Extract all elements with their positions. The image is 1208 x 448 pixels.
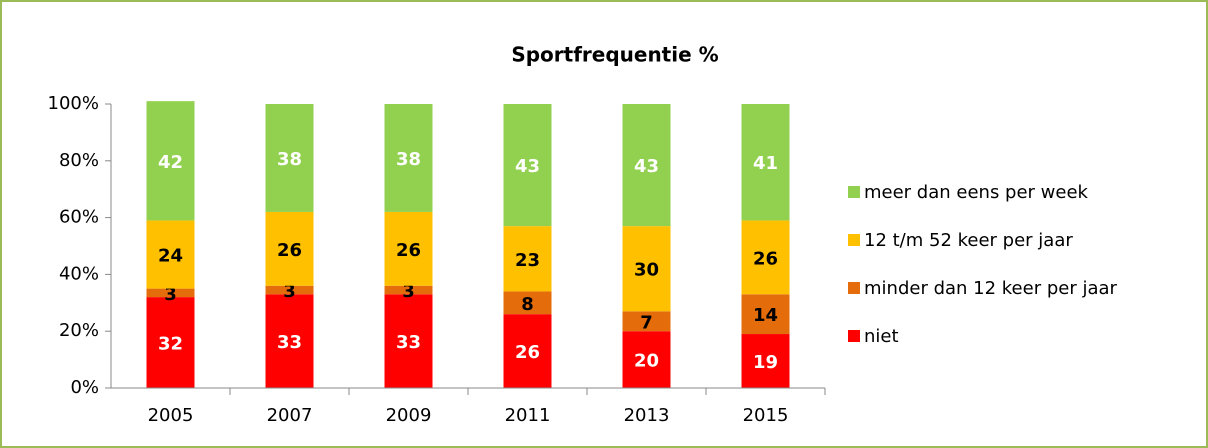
data-label: 3 bbox=[164, 284, 177, 305]
data-label: 26 bbox=[277, 240, 302, 261]
data-label: 32 bbox=[158, 334, 183, 355]
data-label: 26 bbox=[753, 248, 778, 269]
bar-segment bbox=[741, 220, 790, 295]
y-tick-label: 80% bbox=[59, 150, 99, 171]
x-tick-label: 2007 bbox=[267, 405, 313, 426]
data-label: 43 bbox=[515, 156, 540, 177]
legend-label: meer dan eens per week bbox=[864, 182, 1089, 203]
x-tick-label: 2005 bbox=[148, 405, 194, 426]
bar-segment bbox=[741, 104, 790, 221]
bar-segment bbox=[503, 314, 552, 388]
legend-swatch bbox=[848, 186, 860, 198]
legend-swatch bbox=[848, 282, 860, 294]
data-label: 3 bbox=[283, 281, 296, 302]
bar-segment bbox=[503, 104, 552, 227]
legend-label: niet bbox=[864, 326, 899, 347]
y-tick-label: 40% bbox=[59, 263, 99, 284]
y-tick-label: 60% bbox=[59, 207, 99, 228]
data-label: 30 bbox=[634, 260, 659, 281]
data-label: 38 bbox=[396, 149, 421, 170]
bar-segment bbox=[503, 291, 552, 315]
data-label: 23 bbox=[515, 250, 540, 271]
bar-segment bbox=[265, 104, 314, 212]
x-tick-label: 2013 bbox=[624, 405, 670, 426]
bar-segment bbox=[146, 101, 195, 221]
data-label: 33 bbox=[277, 332, 302, 353]
data-label: 3 bbox=[402, 281, 415, 302]
x-tick-label: 2009 bbox=[386, 405, 432, 426]
data-label: 24 bbox=[158, 246, 183, 267]
legend-swatch bbox=[848, 330, 860, 342]
data-label: 41 bbox=[753, 153, 778, 174]
bar-segment bbox=[384, 104, 433, 212]
data-label: 19 bbox=[753, 352, 778, 373]
bar-segment bbox=[622, 104, 671, 227]
bar-segment bbox=[622, 311, 671, 332]
bar-segment bbox=[503, 226, 552, 292]
data-label: 42 bbox=[158, 152, 183, 173]
bar-segment bbox=[384, 294, 433, 388]
legend-label: 12 t/m 52 keer per jaar bbox=[864, 230, 1073, 251]
bar-segment bbox=[622, 331, 671, 388]
y-tick-label: 0% bbox=[70, 377, 99, 398]
bar-segment bbox=[741, 294, 790, 335]
data-label: 33 bbox=[396, 332, 421, 353]
data-label: 8 bbox=[521, 294, 534, 315]
bar-segment bbox=[622, 226, 671, 312]
data-label: 43 bbox=[634, 156, 659, 177]
data-label: 38 bbox=[277, 149, 302, 170]
bar-segment bbox=[741, 334, 790, 388]
chart-title: Sportfrequentie % bbox=[511, 43, 718, 67]
data-label: 14 bbox=[753, 305, 778, 326]
y-tick-label: 100% bbox=[48, 93, 99, 114]
data-label: 20 bbox=[634, 351, 659, 372]
bar-segment bbox=[146, 297, 195, 388]
bar-segment bbox=[384, 285, 433, 295]
y-tick-label: 20% bbox=[59, 320, 99, 341]
bar-segment bbox=[265, 285, 314, 295]
data-label: 26 bbox=[396, 240, 421, 261]
bar-segment bbox=[265, 294, 314, 388]
legend-swatch bbox=[848, 234, 860, 246]
bar-segment bbox=[146, 220, 195, 289]
data-label: 7 bbox=[640, 312, 653, 333]
bar-segment bbox=[384, 211, 433, 286]
data-label: 26 bbox=[515, 342, 540, 363]
x-tick-label: 2011 bbox=[505, 405, 551, 426]
x-tick-label: 2015 bbox=[743, 405, 789, 426]
bar-segment bbox=[146, 288, 195, 298]
legend-label: minder dan 12 keer per jaar bbox=[864, 278, 1118, 299]
bar-segment bbox=[265, 211, 314, 286]
